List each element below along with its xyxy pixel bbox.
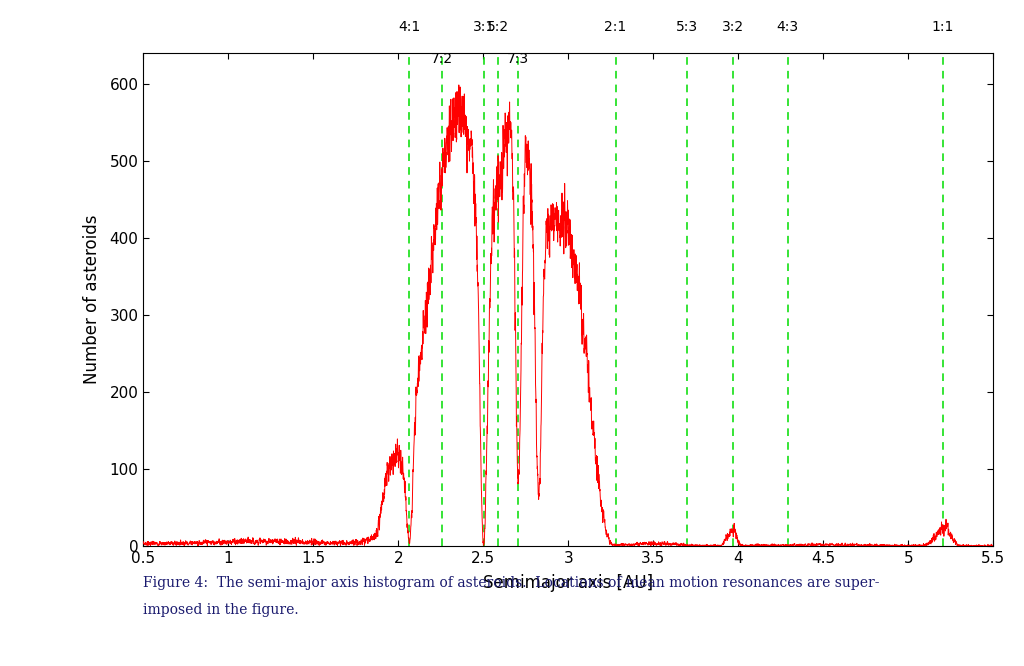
- X-axis label: Semimajor axis [AU]: Semimajor axis [AU]: [483, 574, 653, 592]
- Text: imposed in the figure.: imposed in the figure.: [143, 603, 299, 617]
- Text: 3:2: 3:2: [722, 19, 744, 33]
- Text: Figure 4:  The semi-major axis histogram of asteroids.  Locations of mean motion: Figure 4: The semi-major axis histogram …: [143, 576, 880, 590]
- Text: 2:1: 2:1: [604, 19, 627, 33]
- Text: 1:1: 1:1: [932, 19, 954, 33]
- Text: 3:1: 3:1: [472, 19, 495, 33]
- Text: 7:3: 7:3: [507, 51, 529, 66]
- Text: 4:1: 4:1: [398, 19, 421, 33]
- Y-axis label: Number of asteroids: Number of asteroids: [83, 215, 101, 384]
- Text: 7:2: 7:2: [431, 51, 453, 66]
- Text: 5:3: 5:3: [676, 19, 698, 33]
- Text: 5:2: 5:2: [486, 19, 509, 33]
- Text: 4:3: 4:3: [776, 19, 799, 33]
